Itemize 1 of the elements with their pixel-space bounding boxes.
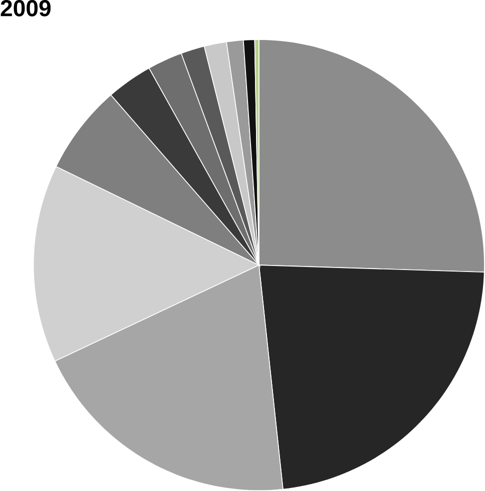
chart-title: 2009 xyxy=(0,0,51,16)
